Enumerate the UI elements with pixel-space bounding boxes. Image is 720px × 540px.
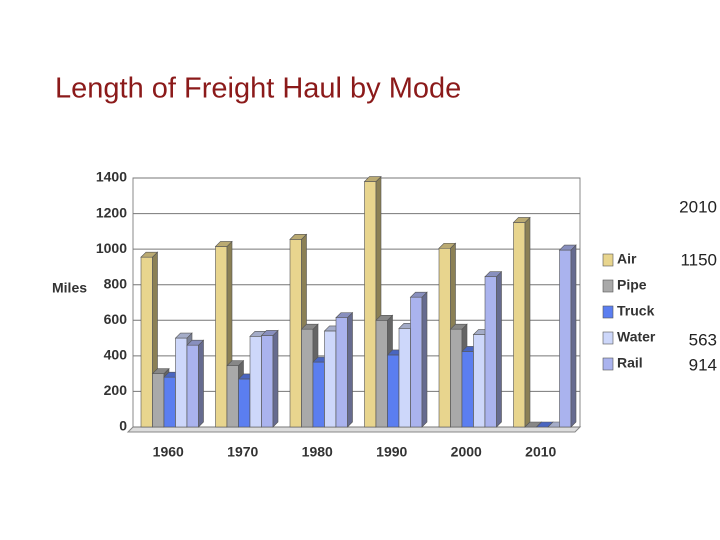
- bar-top: [335, 312, 354, 318]
- bar: [410, 296, 423, 428]
- y-tick-label: 600: [104, 311, 128, 327]
- bar: [559, 249, 572, 428]
- bar-top: [260, 330, 279, 336]
- x-tick-label: 2000: [451, 444, 482, 460]
- bar: [215, 246, 228, 428]
- bar: [324, 330, 337, 428]
- annotation: 2010: [679, 197, 717, 216]
- bar: [226, 365, 239, 428]
- bar-top: [449, 323, 468, 330]
- legend-swatch: [602, 279, 614, 293]
- bar-side: [272, 329, 279, 428]
- plot-wall: [132, 177, 581, 428]
- bar-top: [226, 360, 245, 366]
- bar: [140, 256, 153, 428]
- bar: [398, 327, 411, 428]
- x-tick-label: 1960: [153, 444, 184, 460]
- y-tick-label: 1200: [96, 204, 127, 220]
- bar: [175, 337, 188, 428]
- bar: [186, 344, 199, 428]
- bar-side: [524, 216, 531, 428]
- bar-top: [289, 234, 308, 240]
- annotation: 1150: [680, 250, 717, 269]
- x-tick-label: 1970: [227, 444, 258, 460]
- bar: [513, 222, 526, 428]
- bar: [438, 247, 451, 428]
- legend-label: Truck: [617, 303, 655, 319]
- legend-swatch: [602, 331, 614, 345]
- bar: [152, 373, 165, 428]
- legend-label: Air: [617, 251, 637, 267]
- y-tick-label: 1000: [96, 240, 127, 256]
- legend-swatch: [602, 253, 614, 267]
- bar-top: [151, 368, 170, 374]
- legend-label: Pipe: [617, 277, 647, 293]
- bar: [335, 317, 348, 428]
- legend-swatch: [602, 305, 614, 319]
- annotation: 914: [689, 355, 717, 374]
- bar: [473, 334, 486, 428]
- bar-top: [512, 217, 531, 223]
- bar: [312, 361, 325, 428]
- y-tick-label: 1400: [96, 169, 127, 185]
- bar-top: [363, 176, 382, 182]
- bar-top: [186, 339, 205, 346]
- bar: [289, 239, 302, 428]
- bar-side: [347, 311, 353, 428]
- bar: [387, 354, 400, 428]
- legend-swatch: [602, 357, 614, 371]
- bar: [301, 328, 314, 428]
- bar: [450, 328, 463, 428]
- legend-label: Rail: [617, 355, 643, 371]
- plot-floor: [126, 426, 582, 433]
- bar-side: [570, 244, 577, 428]
- bar-top: [300, 323, 319, 330]
- bar: [484, 276, 497, 428]
- bar-side: [421, 291, 428, 428]
- bar: [261, 335, 274, 428]
- bar-side: [198, 339, 204, 428]
- bar-top: [214, 241, 233, 247]
- bar: [364, 181, 377, 428]
- bar-top: [558, 244, 577, 251]
- x-tick-label: 1990: [376, 444, 407, 460]
- bar: [238, 378, 251, 428]
- y-tick-label: 0: [119, 418, 127, 434]
- y-axis-label: Miles: [52, 280, 87, 296]
- annotation: 563: [689, 330, 717, 349]
- bar: [249, 335, 262, 428]
- bar-side: [496, 270, 502, 428]
- x-tick-label: 2010: [525, 444, 556, 460]
- bar-top: [409, 291, 428, 298]
- x-tick-label: 1980: [302, 444, 333, 460]
- y-tick-label: 200: [104, 382, 128, 398]
- bar: [461, 351, 474, 428]
- bar-top: [484, 271, 503, 278]
- y-tick-label: 400: [104, 347, 128, 363]
- bar-top: [438, 242, 457, 249]
- legend-label: Water: [617, 329, 656, 345]
- y-tick-label: 800: [104, 275, 128, 291]
- bar-top: [375, 314, 394, 321]
- bar-top: [174, 332, 193, 339]
- bar: [163, 376, 176, 428]
- bar: [375, 319, 388, 428]
- chart-title: Length of Freight Haul by Mode: [55, 73, 461, 105]
- bar-top: [140, 251, 159, 258]
